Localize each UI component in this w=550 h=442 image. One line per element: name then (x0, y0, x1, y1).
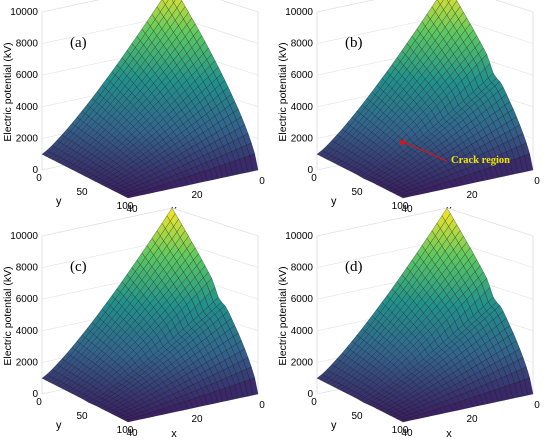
y-axis: 0 50 100 y (311, 397, 409, 436)
panel-label: (c) (70, 259, 87, 275)
y-tick-label: 100 (392, 201, 409, 212)
y-tick-label: 50 (351, 411, 363, 422)
z-tick-label: 6000 (16, 70, 39, 81)
z-axis-label: Electric potential (kV) (277, 42, 289, 141)
crack-arrow (400, 140, 448, 162)
y-tick-label: 100 (392, 425, 409, 436)
y-tick-label: 0 (311, 173, 317, 184)
y-tick-label: 0 (36, 397, 42, 408)
y-tick-label: 0 (36, 173, 42, 184)
crack-arrowhead (399, 139, 407, 146)
x-tick-label: 40 (126, 204, 138, 215)
x-tick-label: 20 (191, 190, 203, 201)
z-axis-label: Electric potential (kV) (2, 42, 14, 141)
crack-annotation: Crack region (399, 139, 510, 166)
z-axis-label: Electric potential (kV) (277, 266, 289, 365)
y-axis-label: y (56, 196, 62, 208)
y-axis-label: y (331, 420, 337, 432)
panel-label: (a) (70, 35, 87, 51)
x-tick-label: 0 (534, 400, 540, 411)
z-tick-label: 0 (307, 389, 313, 400)
x-tick-label: 0 (259, 400, 265, 411)
surface-mesh (41, 207, 259, 423)
crack-region-label: Crack region (451, 155, 510, 166)
z-tick-label: 8000 (16, 263, 39, 274)
x-tick-label: 20 (466, 190, 478, 201)
x-axis: 40 20 0 x (126, 400, 265, 440)
z-tick-label: 6000 (291, 294, 314, 305)
y-axis: 0 50 100 y (36, 173, 134, 212)
z-tick-label: 0 (307, 165, 313, 176)
x-tick-label: 40 (401, 204, 413, 215)
x-tick-label: 0 (259, 176, 265, 187)
z-axis: 0 2000 4000 6000 8000 10000 Electric potential… (277, 231, 313, 400)
surface-mesh (41, 0, 259, 199)
z-tick-label: 10000 (10, 231, 38, 242)
panel-label: (b) (345, 35, 363, 51)
y-tick-label: 100 (117, 425, 134, 436)
z-tick-label: 2000 (16, 357, 39, 368)
z-tick-label: 2000 (291, 133, 314, 144)
z-tick-label: 10000 (285, 7, 313, 18)
z-tick-label: 4000 (16, 102, 39, 113)
z-axis: 0 2000 4000 6000 8000 10000 Electric potential… (2, 231, 38, 400)
x-axis-label: x (446, 428, 452, 440)
z-tick-label: 4000 (16, 326, 39, 337)
z-axis: 0 2000 4000 6000 8000 10000 Electric potential… (2, 7, 38, 176)
panel-label: (d) (345, 259, 363, 275)
x-tick-label: 20 (191, 414, 203, 425)
y-tick-label: 50 (76, 187, 88, 198)
z-tick-label: 4000 (291, 102, 314, 113)
y-axis-label: y (331, 196, 337, 208)
x-axis: 40 20 0 x (401, 400, 540, 440)
z-tick-label: 4000 (291, 326, 314, 337)
y-tick-label: 50 (76, 411, 88, 422)
y-axis: 0 50 100 y (36, 397, 134, 436)
x-tick-label: 40 (126, 428, 138, 439)
z-tick-label: 8000 (291, 39, 314, 50)
z-axis: 0 2000 4000 6000 8000 10000 Electric potential… (277, 7, 313, 176)
z-tick-label: 6000 (16, 294, 39, 305)
surface-mesh (316, 0, 534, 199)
x-tick-label: 20 (466, 414, 478, 425)
y-axis: 0 50 100 y (311, 173, 409, 212)
x-tick-label: 40 (401, 428, 413, 439)
surface-mesh (316, 207, 534, 423)
z-tick-label: 10000 (285, 231, 313, 242)
z-tick-label: 10000 (10, 7, 38, 18)
y-tick-label: 50 (351, 187, 363, 198)
z-tick-label: 0 (32, 165, 38, 176)
x-axis-label: x (171, 428, 177, 440)
z-axis-label: Electric potential (kV) (2, 266, 14, 365)
y-axis-label: y (56, 420, 62, 432)
z-tick-label: 0 (32, 389, 38, 400)
z-tick-label: 8000 (16, 39, 39, 50)
z-tick-label: 2000 (291, 357, 314, 368)
z-tick-label: 8000 (291, 263, 314, 274)
z-tick-label: 2000 (16, 133, 39, 144)
y-tick-label: 0 (311, 397, 317, 408)
x-tick-label: 0 (534, 176, 540, 187)
y-tick-label: 100 (117, 201, 134, 212)
z-tick-label: 6000 (291, 70, 314, 81)
